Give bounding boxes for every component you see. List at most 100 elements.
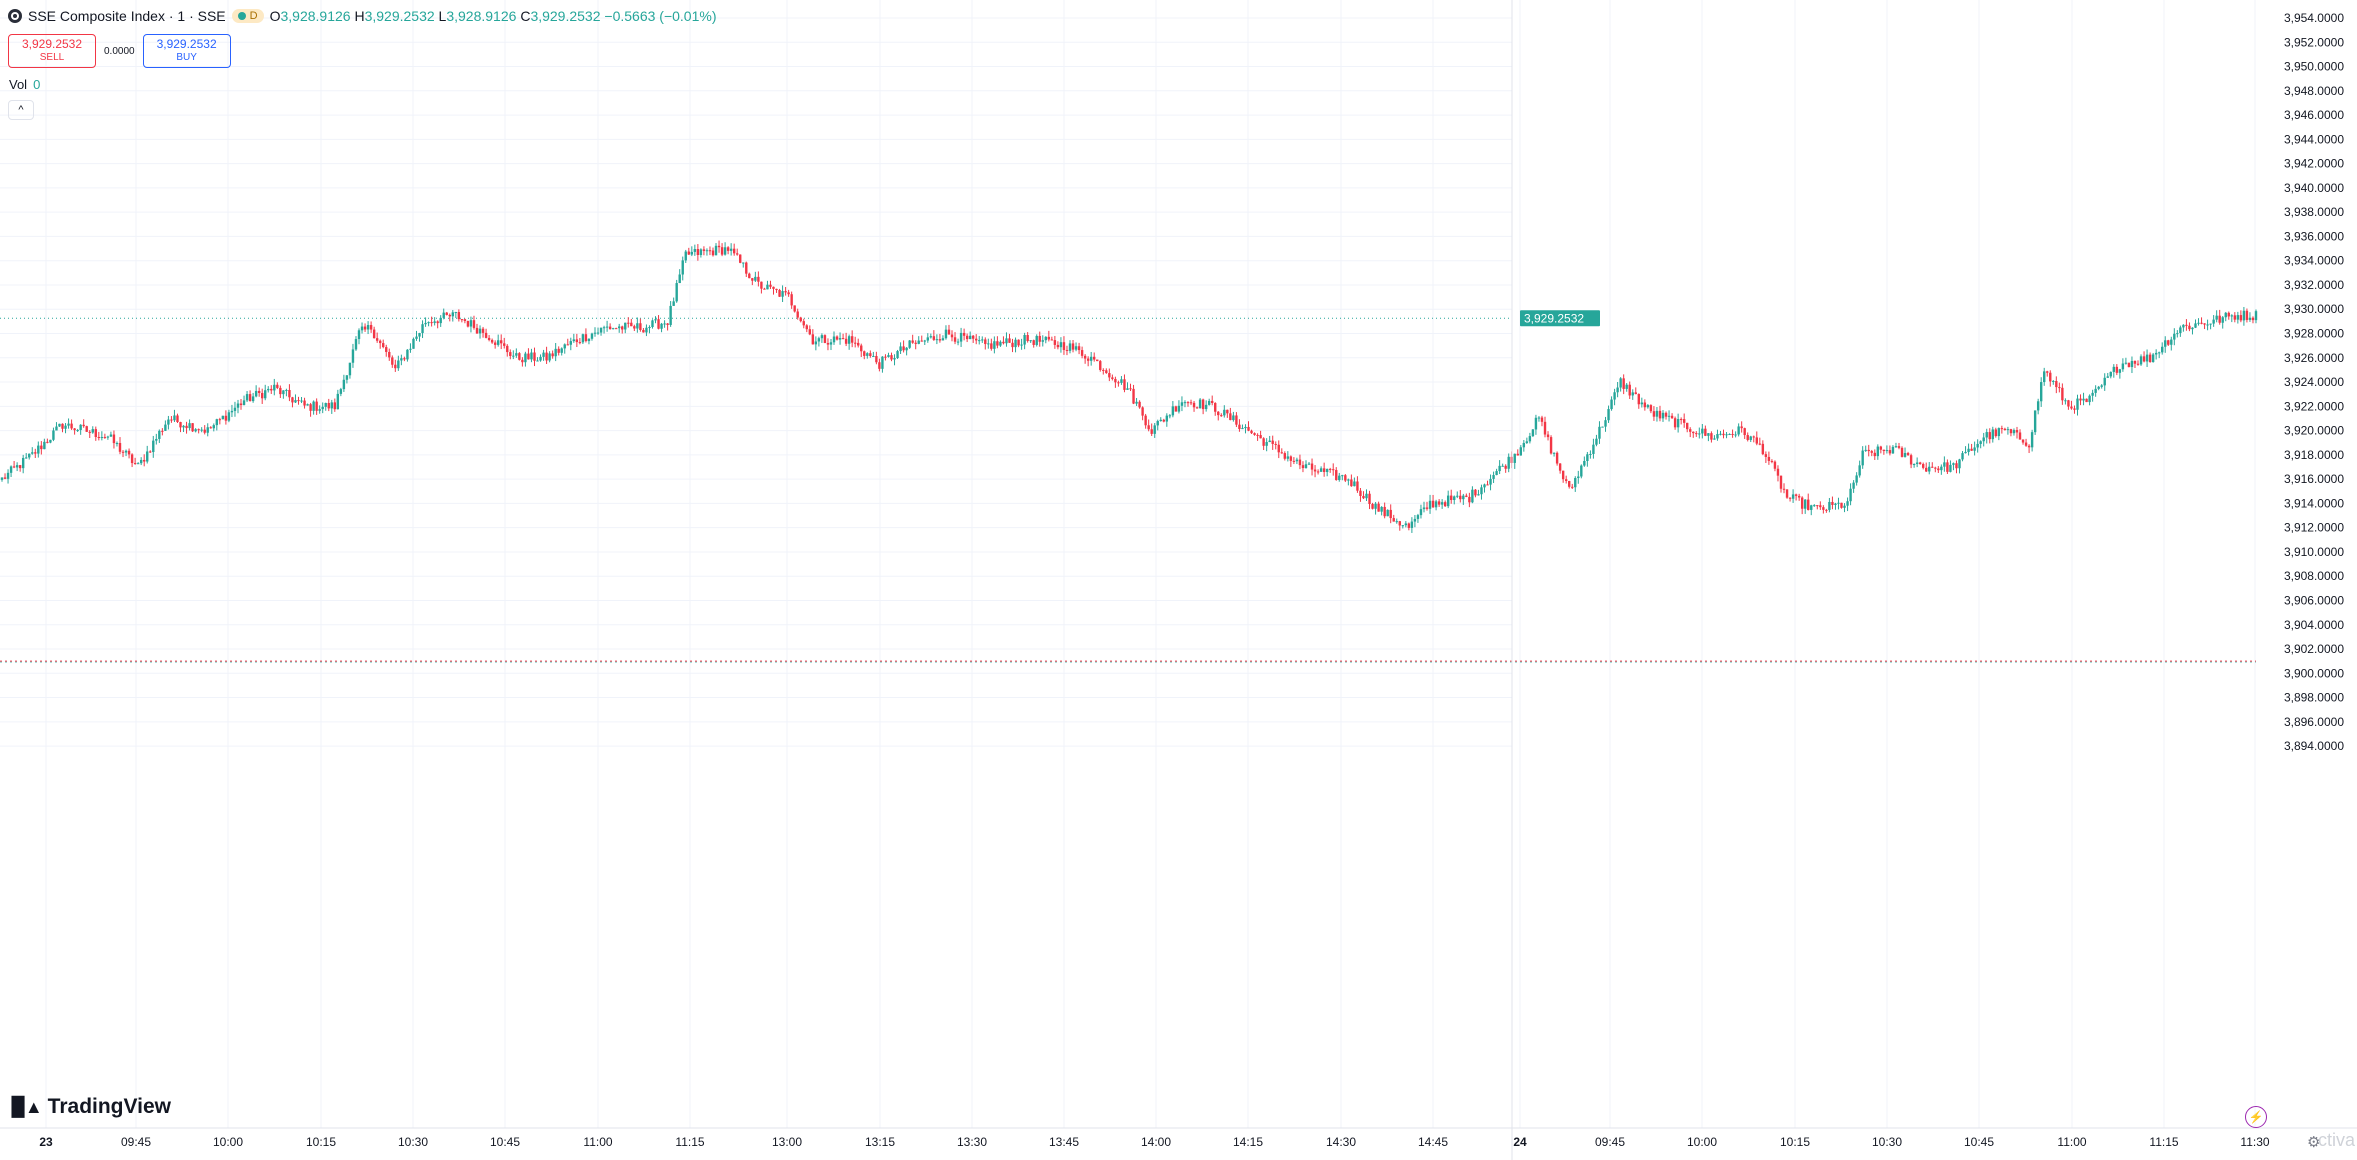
candle-body: [881, 356, 884, 369]
candle-body: [893, 358, 896, 360]
y-tick-label: 3,922.0000: [2284, 399, 2344, 413]
candle-body: [975, 338, 978, 341]
candle-body: [729, 248, 733, 251]
candle-body: [91, 429, 94, 433]
candle-body: [2094, 388, 2097, 393]
candle-body: [500, 340, 503, 344]
candle-body: [2251, 317, 2255, 321]
candle-body: [1026, 335, 1029, 342]
x-tick-label: 10:15: [1780, 1135, 1810, 1149]
candle-body: [2148, 354, 2152, 363]
tradingview-logo[interactable]: ▉▲ TradingView: [12, 1095, 171, 1119]
settings-gear-icon[interactable]: ⚙: [2307, 1134, 2321, 1151]
candle-body: [2009, 429, 2013, 434]
candle-body: [820, 335, 824, 339]
candle-body: [1755, 437, 1758, 444]
candle-body: [599, 327, 603, 333]
candle-body: [2212, 319, 2215, 324]
candle-body: [460, 319, 464, 321]
x-tick-label: 10:30: [1872, 1135, 1902, 1149]
candle-body: [1171, 406, 1175, 416]
candle-body: [844, 338, 848, 344]
candle-body: [490, 339, 494, 343]
candle-body: [608, 326, 612, 330]
candle-body: [206, 427, 209, 433]
y-tick-label: 3,896.0000: [2284, 715, 2344, 729]
candle-body: [2200, 322, 2203, 324]
candle-body: [1431, 500, 1435, 508]
candle-body: [636, 323, 639, 329]
candle-body: [1377, 503, 1380, 512]
candle-body: [1301, 465, 1305, 469]
candle-body: [297, 400, 300, 402]
candle-body: [1982, 437, 1985, 442]
candle-body: [2085, 398, 2088, 403]
candle-body: [917, 340, 920, 344]
candle-body: [769, 284, 772, 287]
candle-body: [276, 384, 279, 388]
candle-body: [1558, 463, 1562, 471]
symbol-title[interactable]: SSE Composite Index · 1 · SSE: [28, 8, 226, 24]
high-value: 3,929.2532: [364, 8, 435, 24]
candle-body: [748, 273, 751, 279]
candle-body: [484, 332, 488, 338]
candle-body: [82, 424, 85, 427]
current-price-tag: 3,929.2532: [1520, 310, 1600, 327]
current-price-label: 3,929.2532: [1524, 311, 1584, 325]
candle-body: [1695, 433, 1698, 435]
candle-body: [357, 330, 361, 340]
candle-body: [1897, 446, 1901, 448]
candle-body: [203, 429, 206, 433]
candle-body: [1622, 378, 1625, 389]
candle-body: [1664, 412, 1668, 417]
candle-body: [1307, 463, 1311, 465]
candle-body: [2130, 360, 2134, 368]
candle-body: [1504, 465, 1507, 469]
sell-price: 3,929.2532: [21, 37, 83, 51]
candle-body: [270, 388, 273, 391]
buy-button[interactable]: 3,929.2532 BUY: [142, 34, 231, 68]
candle-body: [2091, 392, 2094, 396]
candle-body: [735, 253, 739, 255]
candle-body: [923, 340, 926, 342]
candle-body: [702, 249, 706, 251]
sell-button[interactable]: 3,929.2532 SELL: [8, 34, 96, 68]
candle-body: [587, 338, 591, 342]
candle-body: [348, 362, 352, 376]
candle-body: [1389, 509, 1392, 519]
candle-body: [1017, 339, 1020, 346]
candle-body: [684, 251, 687, 261]
candle-body: [1047, 336, 1051, 340]
candle-body: [563, 344, 566, 349]
candle-body: [146, 451, 149, 462]
candle-body: [1985, 432, 1988, 438]
market-status-badge[interactable]: D: [231, 9, 264, 23]
candle-body: [2227, 312, 2230, 317]
candle-body: [950, 334, 954, 338]
candle-body: [1162, 419, 1165, 422]
x-tick-label: 11:00: [2057, 1135, 2086, 1149]
candle-body: [757, 276, 760, 282]
candle-body: [1782, 488, 1786, 490]
volume-legend[interactable]: Vol 0: [9, 77, 40, 92]
candle-body: [1598, 426, 1601, 439]
candle-body: [2003, 428, 2007, 431]
candle-body: [1710, 433, 1713, 440]
candle-body: [1555, 452, 1559, 464]
candle-body: [1201, 399, 1205, 410]
lightning-icon[interactable]: ⚡: [2245, 1106, 2267, 1128]
candle-body: [1347, 479, 1350, 481]
collapse-legend-button[interactable]: ^: [8, 100, 34, 120]
candle-body: [521, 359, 524, 363]
candle-body: [742, 262, 745, 264]
y-tick-label: 3,906.0000: [2284, 593, 2344, 607]
candle-body: [375, 338, 379, 341]
candle-body: [857, 342, 860, 346]
candle-body: [1280, 452, 1283, 454]
candle-body: [1011, 342, 1014, 348]
candle-body: [1528, 436, 1532, 442]
candle-body: [209, 427, 212, 429]
candle-body: [1973, 447, 1976, 451]
candle-body: [835, 336, 839, 340]
